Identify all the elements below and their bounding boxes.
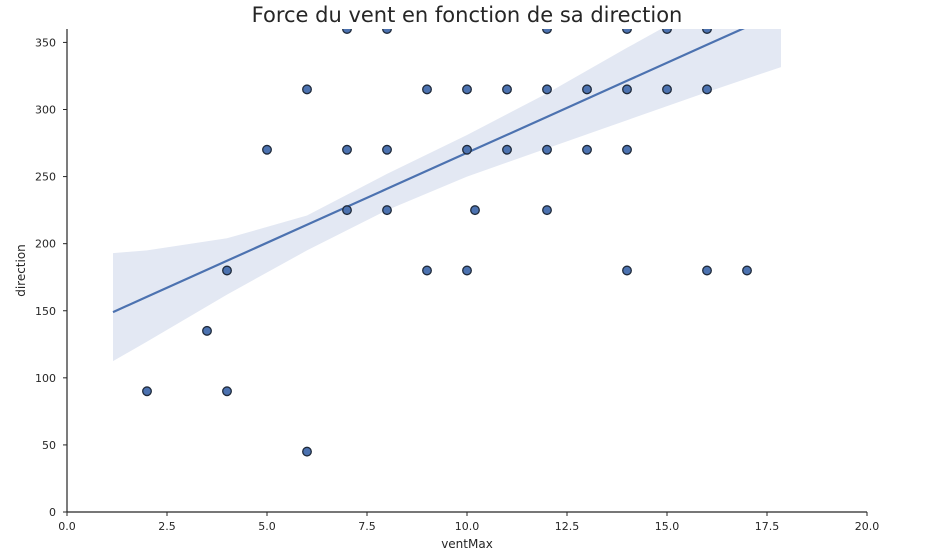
data-point — [342, 144, 352, 155]
data-point — [622, 29, 632, 34]
data-point — [662, 29, 672, 34]
data-point — [462, 265, 472, 276]
x-tick-label: 15.0 — [655, 520, 680, 533]
data-point — [342, 29, 352, 34]
data-point — [422, 265, 432, 276]
data-point — [462, 144, 472, 155]
regression-line — [112, 29, 745, 314]
x-tick-label: 20.0 — [855, 520, 880, 533]
data-point — [222, 265, 232, 276]
y-axis-ticks: 0 50 100 150 200 250 300 350 — [35, 36, 67, 519]
confidence-band — [113, 29, 781, 362]
data-point — [542, 29, 552, 34]
y-tick-label: 0 — [49, 506, 56, 519]
data-point — [382, 205, 392, 216]
data-point — [622, 84, 632, 95]
x-tick-label: 0.0 — [58, 520, 76, 533]
data-point — [702, 29, 712, 34]
y-tick-label: 300 — [35, 104, 56, 117]
data-point — [342, 205, 352, 216]
data-point — [742, 265, 752, 276]
x-axis-label: ventMax — [441, 537, 493, 551]
y-tick-label: 200 — [35, 238, 56, 251]
data-point — [662, 84, 672, 95]
x-tick-label: 7.5 — [358, 520, 376, 533]
data-point — [262, 144, 272, 155]
data-point — [302, 84, 312, 95]
data-point — [462, 84, 472, 95]
x-tick-label: 2.5 — [158, 520, 176, 533]
data-point — [470, 205, 480, 216]
plot-area — [112, 29, 781, 457]
data-point — [702, 265, 712, 276]
data-point — [622, 144, 632, 155]
data-point — [422, 84, 432, 95]
data-point — [202, 325, 212, 336]
y-tick-label: 50 — [42, 439, 56, 452]
y-tick-label: 100 — [35, 372, 56, 385]
data-point — [542, 84, 552, 95]
data-point — [382, 29, 392, 34]
chart-title: Force du vent en fonction de sa directio… — [252, 3, 683, 27]
data-point — [542, 205, 552, 216]
y-tick-label: 250 — [35, 171, 56, 184]
data-points — [142, 29, 752, 457]
data-point — [502, 144, 512, 155]
data-point — [382, 144, 392, 155]
x-tick-label: 12.5 — [555, 520, 580, 533]
x-axis-ticks: 0.0 2.5 5.0 7.5 10.0 12.5 15.0 17.5 20.0 — [58, 512, 879, 533]
x-tick-label: 17.5 — [755, 520, 780, 533]
y-tick-label: 350 — [35, 36, 56, 49]
data-point — [582, 144, 592, 155]
data-point — [222, 386, 232, 397]
x-tick-label: 10.0 — [455, 520, 480, 533]
data-point — [542, 144, 552, 155]
data-point — [702, 84, 712, 95]
data-point — [582, 84, 592, 95]
data-point — [142, 386, 152, 397]
y-axis-label: direction — [14, 244, 28, 297]
data-point — [622, 265, 632, 276]
y-tick-label: 150 — [35, 305, 56, 318]
x-tick-label: 5.0 — [258, 520, 276, 533]
data-point — [302, 446, 312, 457]
data-point — [502, 84, 512, 95]
